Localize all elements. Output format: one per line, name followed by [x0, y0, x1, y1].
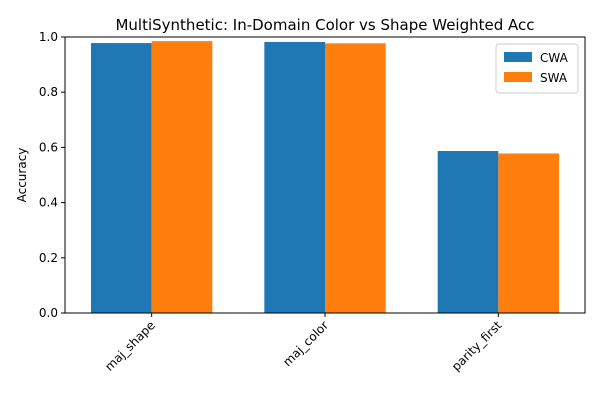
- legend-label-cwa: CWA: [540, 51, 569, 65]
- y-tick-label: 0.0: [39, 306, 58, 320]
- bar-cwa-parity_first: [437, 150, 499, 313]
- bar-cwa-maj_shape: [91, 43, 152, 314]
- y-tick-label: 0.8: [39, 85, 58, 99]
- y-axis-ticks: 0.0 0.2 0.4 0.6 0.8 1.0: [39, 30, 65, 320]
- x-tick-label: maj_shape: [102, 318, 158, 374]
- x-tick-label: parity_first: [449, 318, 505, 374]
- bar-swa-maj_color: [325, 43, 386, 314]
- chart-title: MultiSynthetic: In-Domain Color vs Shape…: [115, 16, 534, 34]
- legend-swatch-swa: [504, 72, 532, 82]
- x-axis-ticks: maj_shape maj_color parity_first: [102, 313, 505, 374]
- legend-swatch-cwa: [504, 52, 532, 62]
- plot-frame: [64, 36, 586, 314]
- y-tick-label: 0.2: [39, 251, 58, 265]
- bar-cwa-maj_color: [264, 41, 325, 314]
- legend: CWA SWA: [495, 43, 579, 94]
- y-tick-label: 1.0: [39, 30, 58, 44]
- legend-label-swa: SWA: [540, 71, 568, 85]
- bar-swa-parity_first: [498, 153, 559, 313]
- bar-swa-maj_shape: [151, 41, 213, 313]
- x-tick-label: maj_color: [280, 318, 331, 369]
- y-tick-label: 0.4: [39, 196, 58, 210]
- y-tick-label: 0.6: [39, 140, 58, 154]
- y-axis-label: Accuracy: [15, 148, 29, 203]
- bars-group: [91, 41, 559, 314]
